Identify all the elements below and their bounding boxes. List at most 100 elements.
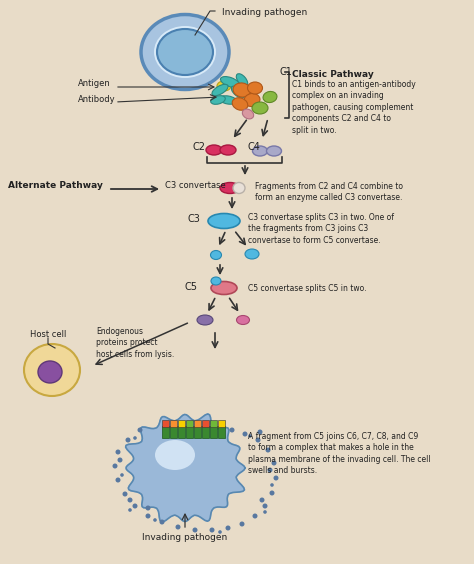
Text: C3: C3 bbox=[187, 214, 200, 224]
Ellipse shape bbox=[212, 85, 228, 96]
Ellipse shape bbox=[244, 94, 260, 107]
Bar bbox=[210, 426, 217, 438]
Bar bbox=[186, 420, 193, 427]
Circle shape bbox=[257, 430, 263, 434]
Text: C2: C2 bbox=[193, 142, 206, 152]
Circle shape bbox=[118, 457, 122, 462]
Bar bbox=[210, 420, 217, 427]
Circle shape bbox=[263, 510, 267, 514]
Ellipse shape bbox=[155, 440, 195, 470]
Text: C4: C4 bbox=[248, 142, 261, 152]
Ellipse shape bbox=[263, 91, 277, 103]
Circle shape bbox=[137, 428, 143, 433]
Ellipse shape bbox=[245, 249, 259, 259]
Ellipse shape bbox=[220, 145, 236, 155]
Text: C3 convertase: C3 convertase bbox=[165, 182, 226, 191]
Circle shape bbox=[229, 428, 235, 433]
Text: Antibody: Antibody bbox=[78, 95, 116, 104]
Bar bbox=[162, 420, 169, 427]
Text: Alternate Pathway: Alternate Pathway bbox=[8, 182, 103, 191]
Polygon shape bbox=[126, 414, 245, 522]
Ellipse shape bbox=[154, 26, 216, 78]
Text: Endogenous
proteins protect
host cells from lysis.: Endogenous proteins protect host cells f… bbox=[96, 327, 174, 359]
Ellipse shape bbox=[266, 146, 282, 156]
Ellipse shape bbox=[242, 109, 254, 119]
Ellipse shape bbox=[141, 15, 229, 90]
Ellipse shape bbox=[157, 29, 213, 75]
Circle shape bbox=[253, 513, 257, 518]
Circle shape bbox=[133, 504, 137, 509]
Ellipse shape bbox=[220, 77, 239, 87]
Ellipse shape bbox=[208, 214, 240, 228]
Bar bbox=[194, 426, 201, 438]
Ellipse shape bbox=[220, 183, 240, 193]
Circle shape bbox=[146, 513, 151, 518]
Circle shape bbox=[210, 527, 215, 532]
Ellipse shape bbox=[252, 102, 268, 114]
Circle shape bbox=[270, 491, 274, 496]
Ellipse shape bbox=[197, 315, 213, 325]
Circle shape bbox=[122, 491, 128, 496]
Bar bbox=[202, 426, 209, 438]
Circle shape bbox=[126, 438, 130, 443]
Circle shape bbox=[112, 464, 118, 469]
Ellipse shape bbox=[211, 281, 237, 294]
Circle shape bbox=[273, 475, 279, 481]
Circle shape bbox=[175, 525, 181, 530]
Text: C3 convertase splits C3 in two. One of
the fragments from C3 joins C3
convertase: C3 convertase splits C3 in two. One of t… bbox=[248, 213, 394, 245]
Circle shape bbox=[133, 436, 137, 440]
Ellipse shape bbox=[210, 96, 225, 104]
Circle shape bbox=[243, 431, 247, 437]
Text: C5: C5 bbox=[185, 282, 198, 292]
Bar bbox=[194, 420, 201, 427]
Circle shape bbox=[226, 526, 230, 531]
Circle shape bbox=[192, 527, 198, 532]
Text: C1 binds to an antigen-antibody
complex on an invading
pathogen, causing complem: C1 binds to an antigen-antibody complex … bbox=[292, 80, 416, 135]
Text: Fragments from C2 and C4 combine to
form an enzyme called C3 convertase.: Fragments from C2 and C4 combine to form… bbox=[255, 182, 403, 202]
Ellipse shape bbox=[217, 81, 231, 91]
Text: Classic Pathway: Classic Pathway bbox=[292, 70, 374, 79]
Ellipse shape bbox=[219, 96, 237, 104]
Circle shape bbox=[239, 522, 245, 527]
Ellipse shape bbox=[237, 315, 249, 324]
Circle shape bbox=[146, 505, 151, 510]
Text: C5 convertase splits C5 in two.: C5 convertase splits C5 in two. bbox=[248, 284, 366, 293]
Ellipse shape bbox=[233, 83, 251, 97]
Bar bbox=[178, 426, 185, 438]
Circle shape bbox=[159, 519, 164, 525]
Ellipse shape bbox=[231, 86, 245, 98]
Ellipse shape bbox=[253, 146, 267, 156]
Ellipse shape bbox=[236, 74, 248, 86]
Text: Host cell: Host cell bbox=[30, 330, 66, 339]
Text: Invading pathogen: Invading pathogen bbox=[142, 533, 228, 542]
Ellipse shape bbox=[38, 361, 62, 383]
Text: Invading pathogen: Invading pathogen bbox=[222, 8, 307, 17]
Circle shape bbox=[120, 473, 124, 477]
Bar bbox=[170, 426, 177, 438]
Circle shape bbox=[116, 478, 120, 482]
Ellipse shape bbox=[24, 344, 80, 396]
Circle shape bbox=[270, 483, 274, 487]
Circle shape bbox=[218, 530, 222, 534]
Text: C1: C1 bbox=[280, 67, 293, 77]
Bar bbox=[170, 420, 177, 427]
Bar bbox=[186, 426, 193, 438]
Circle shape bbox=[263, 504, 267, 509]
Circle shape bbox=[153, 518, 157, 522]
Circle shape bbox=[248, 434, 252, 438]
Circle shape bbox=[259, 497, 264, 503]
Circle shape bbox=[128, 508, 132, 512]
Ellipse shape bbox=[247, 82, 263, 94]
Circle shape bbox=[255, 438, 261, 443]
Circle shape bbox=[267, 468, 273, 473]
Circle shape bbox=[265, 447, 271, 452]
Circle shape bbox=[128, 497, 133, 503]
Ellipse shape bbox=[211, 277, 221, 285]
Bar bbox=[202, 420, 209, 427]
Circle shape bbox=[116, 450, 120, 455]
Bar bbox=[218, 420, 225, 427]
Bar bbox=[162, 426, 169, 438]
Bar bbox=[218, 426, 225, 438]
Ellipse shape bbox=[232, 98, 248, 111]
Circle shape bbox=[272, 460, 276, 465]
